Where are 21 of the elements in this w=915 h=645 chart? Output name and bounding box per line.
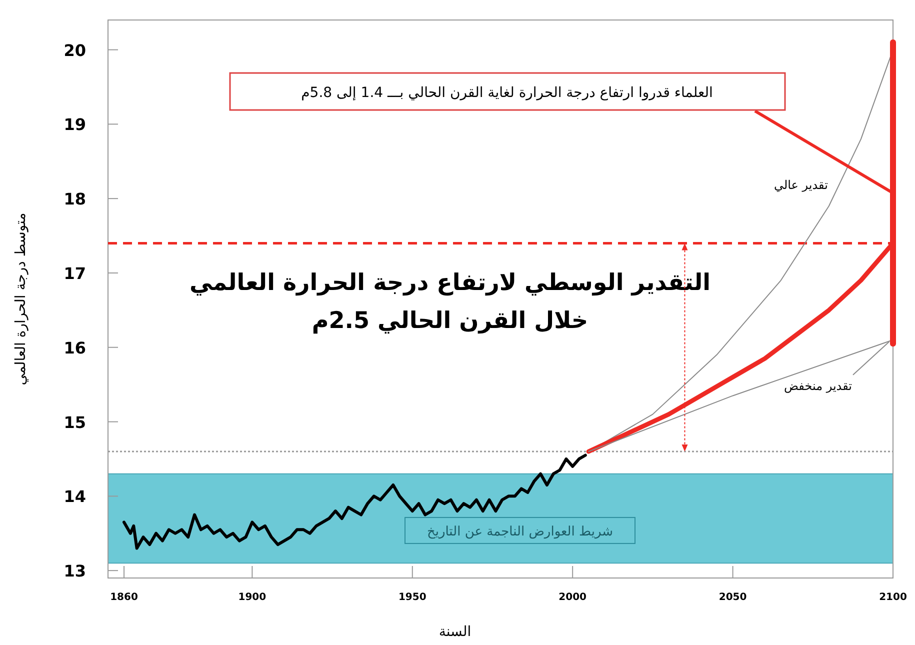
y-tick-label: 13 [64, 562, 86, 581]
y-axis-title: متوسط درجة الحرارة العالمي [13, 212, 29, 386]
annotation: التقدير الوسطي لارتفاع درجة الحرارة العالمي خلال القرن الحالي 2.5م [189, 270, 711, 334]
y-tick-label: 14 [64, 487, 86, 506]
x-axis-title: السنة [438, 624, 472, 640]
y-tick-label: 18 [64, 190, 86, 209]
x-tick-label: 1860 [110, 592, 138, 603]
y-tick-label: 16 [64, 338, 86, 358]
series-label: تقدير عالي [774, 178, 828, 192]
y-tick-label: 15 [64, 412, 86, 432]
x-tick-label: 2100 [879, 592, 907, 603]
x-tick-label: 1900 [238, 592, 266, 603]
y-tick-label: 17 [64, 264, 86, 283]
x-tick-label: 2000 [558, 592, 587, 603]
annotation: العلماء قدروا ارتفاع درجة الحرارة لغاية القرن الحالي بـــ 1.4 إلى 5.8م [301, 85, 713, 101]
x-tick-label: 2050 [718, 592, 747, 603]
x-tick-label: 1950 [398, 592, 426, 603]
y-tick-label: 20 [64, 40, 86, 60]
series-label: تقدير منخفض [784, 378, 852, 393]
band-label: شريط العوارض الناجمة عن التاريخ [426, 524, 614, 540]
y-tick-label: 19 [64, 115, 86, 134]
